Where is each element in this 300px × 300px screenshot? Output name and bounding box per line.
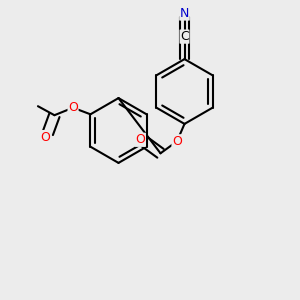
Text: O: O — [40, 130, 50, 144]
Text: O: O — [68, 101, 78, 114]
Text: C: C — [180, 30, 189, 43]
Text: O: O — [172, 135, 182, 148]
Text: O: O — [136, 133, 145, 146]
Text: N: N — [180, 7, 189, 20]
